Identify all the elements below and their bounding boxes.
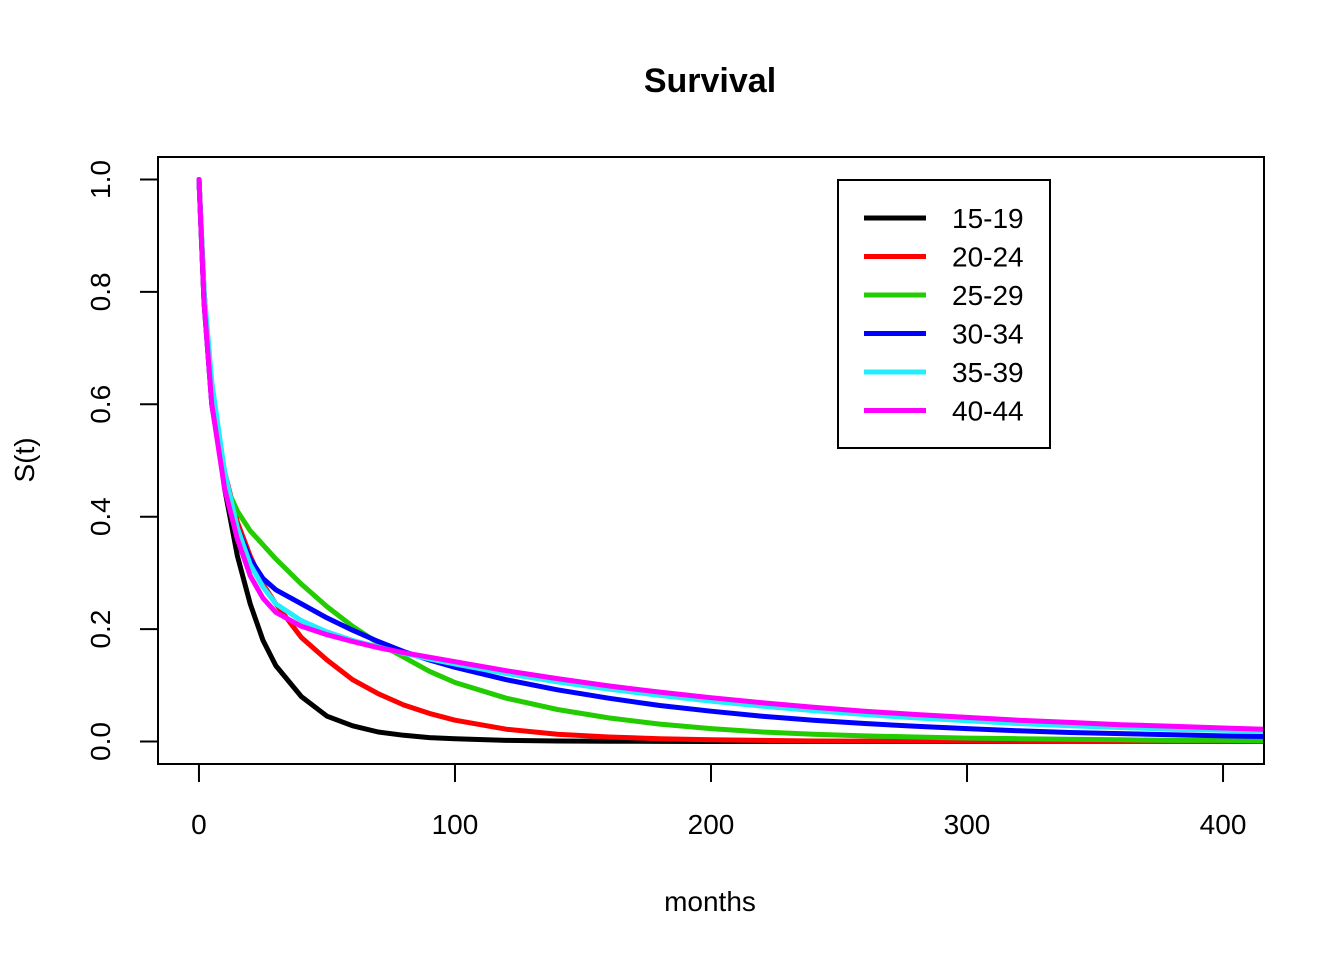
x-tick-label: 200 <box>688 809 735 840</box>
series-line-30-34 <box>196 177 1264 739</box>
series-line-15-19 <box>196 177 1264 744</box>
legend-label: 35-39 <box>952 357 1024 388</box>
x-tick-label: 0 <box>191 809 207 840</box>
y-axis: 0.0 0.2 0.4 0.6 0.8 1.0 <box>85 160 159 761</box>
y-tick-label: 0.2 <box>85 610 116 649</box>
plot-area <box>196 177 1264 744</box>
series-line-40-44 <box>196 177 1264 732</box>
legend-label: 30-34 <box>952 319 1024 350</box>
y-tick-label: 0.8 <box>85 272 116 311</box>
x-tick-label: 100 <box>432 809 479 840</box>
y-tick-label: 0.6 <box>85 385 116 424</box>
series-line-25-29 <box>196 177 1264 744</box>
series-line-35-39 <box>196 177 1264 734</box>
y-axis-label: S(t) <box>9 437 40 482</box>
chart-title: Survival <box>644 62 776 100</box>
x-axis: 0 100 200 300 400 <box>191 763 1247 840</box>
x-tick-label: 300 <box>944 809 991 840</box>
x-axis-label: months <box>664 886 756 917</box>
legend: 15-19 20-24 25-29 30-34 35-39 40-44 <box>837 179 1051 449</box>
legend-label: 15-19 <box>952 203 1024 234</box>
plot-frame <box>157 156 1265 765</box>
legend-label: 20-24 <box>952 242 1024 273</box>
legend-box <box>837 179 1051 449</box>
x-tick-label: 400 <box>1200 809 1247 840</box>
series-line-20-24 <box>196 177 1264 744</box>
y-tick-label: 0.4 <box>85 497 116 536</box>
y-tick-label: 0.0 <box>85 722 116 761</box>
legend-label: 25-29 <box>952 280 1024 311</box>
legend-label: 40-44 <box>952 396 1024 427</box>
y-tick-label: 1.0 <box>85 160 116 199</box>
